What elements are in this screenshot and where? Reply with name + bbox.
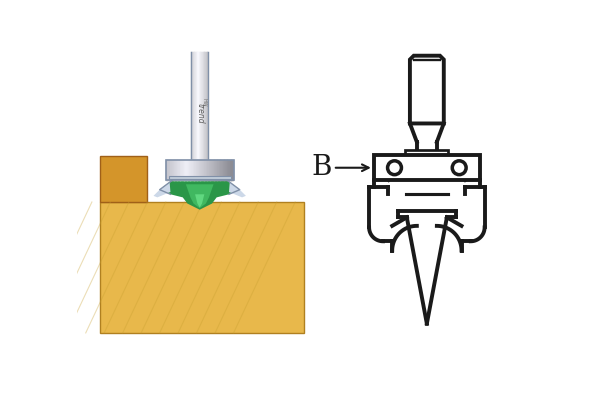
Bar (374, 155, 480, 180)
Text: HW: HW (201, 98, 206, 106)
Polygon shape (227, 180, 246, 197)
Text: B: B (311, 154, 332, 181)
Bar (166, 160, 233, 180)
Polygon shape (410, 56, 444, 124)
Bar (405, 150, 448, 155)
Polygon shape (154, 180, 172, 197)
Circle shape (452, 161, 466, 175)
Bar (100, 156, 148, 202)
Polygon shape (160, 180, 240, 210)
Circle shape (388, 161, 401, 175)
Bar (169, 176, 230, 179)
Polygon shape (195, 194, 205, 207)
Text: trend: trend (196, 103, 205, 124)
Bar (100, 202, 304, 333)
Polygon shape (186, 184, 214, 208)
